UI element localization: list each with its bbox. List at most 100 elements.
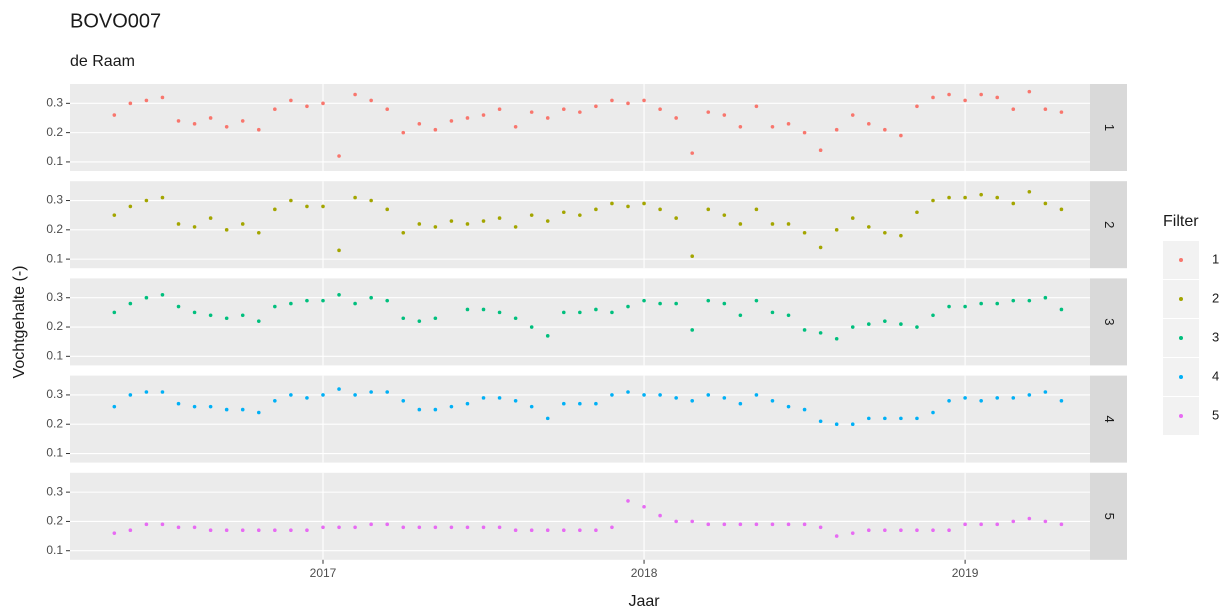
data-point [690, 398, 695, 403]
data-point [594, 528, 598, 533]
legend-marker [1179, 258, 1183, 262]
data-point [417, 407, 422, 412]
data-point [899, 133, 903, 138]
data-point [610, 310, 614, 315]
data-point [369, 522, 373, 527]
data-point [433, 407, 438, 412]
data-point [401, 230, 406, 235]
data-point [305, 298, 309, 303]
data-point [770, 310, 775, 315]
panel-background [70, 375, 1090, 463]
legend-label: 5 [1212, 407, 1219, 422]
data-point [385, 522, 390, 527]
data-point [915, 210, 919, 215]
data-point [497, 310, 502, 315]
data-point [915, 325, 919, 329]
legend-label: 4 [1212, 368, 1219, 383]
data-point [850, 113, 855, 117]
data-point [321, 204, 325, 209]
data-point [465, 307, 470, 312]
data-point [305, 396, 309, 400]
data-point [208, 216, 213, 220]
data-point [931, 95, 935, 100]
data-point [513, 528, 518, 533]
data-point [738, 522, 743, 527]
data-point [224, 528, 229, 533]
data-point [417, 319, 422, 323]
data-point [802, 230, 807, 235]
data-point [529, 528, 534, 533]
data-point [481, 113, 486, 117]
data-point [899, 233, 903, 238]
data-point [321, 525, 325, 530]
chart-title: BOVO007 [70, 10, 161, 32]
data-point [305, 528, 309, 533]
legend-title: Filter [1163, 213, 1199, 230]
data-point [866, 225, 871, 229]
data-point [385, 207, 390, 212]
data-point [1043, 107, 1048, 111]
data-point [513, 225, 518, 229]
data-point [497, 107, 502, 111]
y-tick-label: 0.1 [46, 251, 63, 265]
y-tick-label: 0.2 [46, 319, 63, 333]
data-point [176, 119, 181, 123]
x-tick-label: 2018 [631, 566, 658, 580]
data-point [144, 98, 149, 103]
data-point [1043, 295, 1048, 300]
data-point [144, 295, 149, 300]
data-point [834, 228, 839, 232]
data-point [369, 390, 373, 394]
data-point [128, 528, 133, 533]
panel-background [70, 472, 1090, 560]
data-point [658, 513, 662, 518]
data-point [818, 245, 823, 250]
data-point [866, 416, 871, 421]
facet-label: 3 [1102, 318, 1117, 325]
legend-label: 1 [1212, 251, 1219, 266]
data-point [1059, 307, 1064, 312]
legend-label: 3 [1212, 329, 1219, 344]
data-point [931, 410, 935, 415]
legend-marker [1179, 336, 1183, 340]
data-point [144, 390, 149, 394]
data-point [289, 98, 293, 103]
data-point [545, 334, 550, 338]
y-tick-label: 0.2 [46, 125, 63, 139]
panel-background [70, 278, 1090, 366]
data-point [144, 522, 149, 527]
data-point [786, 222, 791, 226]
data-point [690, 254, 695, 258]
facet-strip [1090, 181, 1127, 269]
data-point [850, 422, 855, 427]
facet-strip [1090, 278, 1127, 366]
data-point [818, 525, 823, 530]
data-point [273, 207, 277, 212]
data-point [722, 522, 727, 527]
data-point [818, 419, 823, 424]
data-point [513, 124, 518, 129]
data-point [449, 219, 454, 223]
panel-background [70, 181, 1090, 269]
data-point [545, 528, 550, 533]
data-point [1011, 107, 1016, 111]
y-tick-label: 0.1 [46, 154, 63, 168]
data-point [465, 222, 470, 226]
data-point [995, 301, 1000, 306]
data-point [642, 504, 646, 509]
data-point [979, 192, 983, 197]
data-point [224, 124, 229, 129]
data-point [1011, 519, 1016, 524]
data-point [401, 130, 406, 135]
data-point [610, 393, 614, 397]
data-point [722, 396, 727, 400]
data-point [738, 313, 743, 318]
y-tick-label: 0.2 [46, 222, 63, 236]
y-tick-label: 0.3 [46, 290, 63, 304]
data-point [690, 519, 695, 524]
data-point [947, 92, 951, 97]
data-point [706, 522, 711, 527]
data-point [706, 110, 711, 114]
data-point [931, 313, 935, 318]
data-point [770, 124, 775, 129]
